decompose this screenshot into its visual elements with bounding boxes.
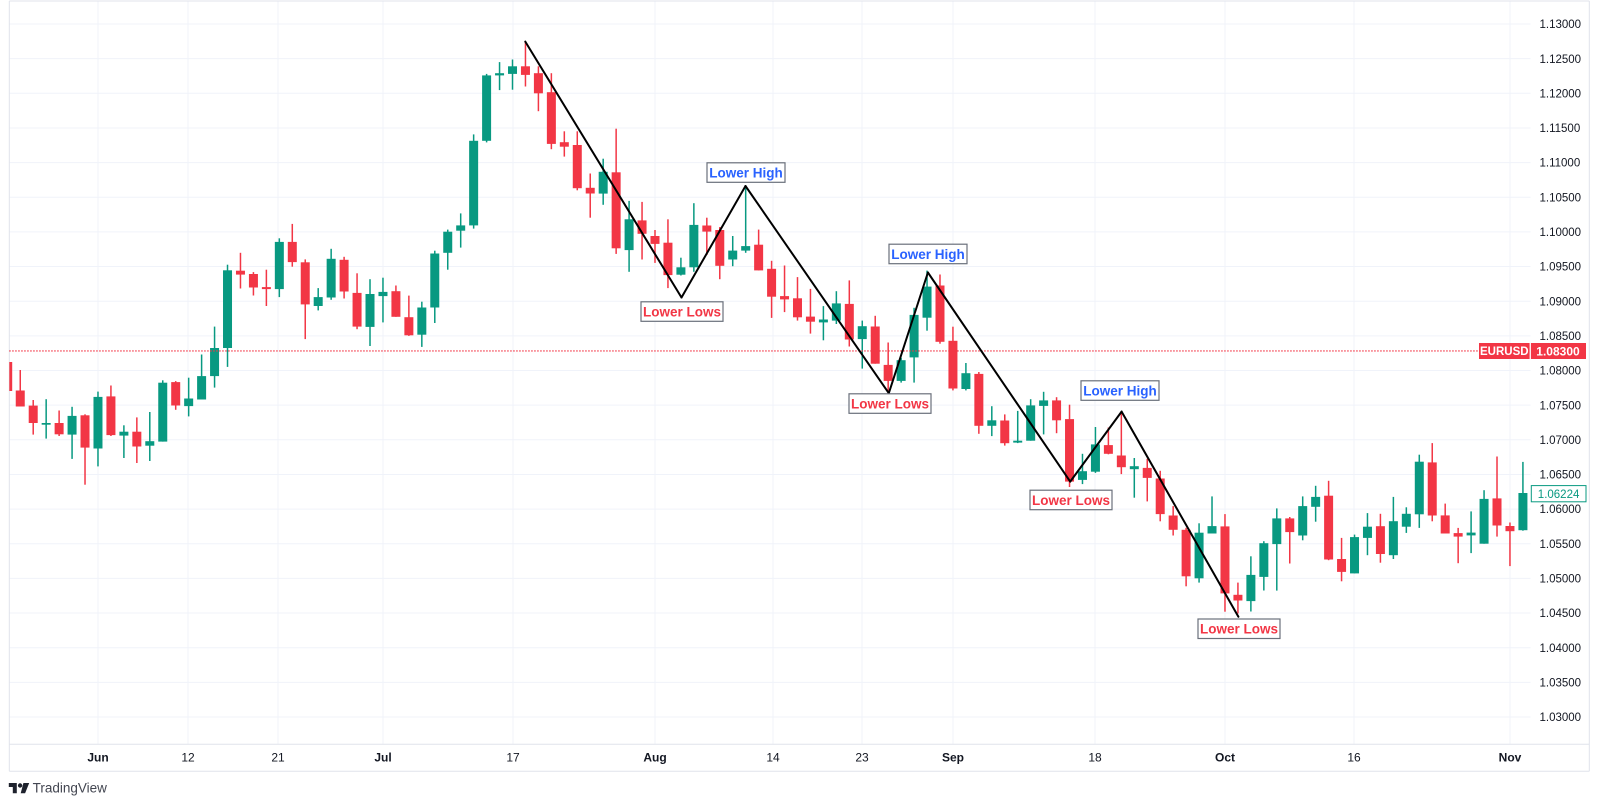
svg-text:Lower Lows: Lower Lows [1032, 493, 1110, 508]
svg-text:1.10500: 1.10500 [1540, 192, 1582, 204]
svg-text:1.08500: 1.08500 [1540, 331, 1582, 343]
svg-text:1.03000: 1.03000 [1540, 712, 1582, 724]
svg-text:1.08000: 1.08000 [1540, 366, 1582, 378]
svg-text:Oct: Oct [1215, 751, 1235, 765]
svg-text:1.09000: 1.09000 [1540, 296, 1582, 308]
svg-text:1.07500: 1.07500 [1540, 400, 1582, 412]
svg-text:Jun: Jun [87, 751, 108, 765]
svg-text:Sep: Sep [942, 751, 964, 765]
svg-text:1.04000: 1.04000 [1540, 643, 1582, 655]
svg-text:1.04500: 1.04500 [1540, 608, 1582, 620]
svg-text:1.06224: 1.06224 [1538, 489, 1580, 501]
svg-text:16: 16 [1347, 751, 1361, 765]
svg-text:1.12500: 1.12500 [1540, 54, 1582, 66]
svg-text:Nov: Nov [1499, 751, 1522, 765]
svg-text:1.11500: 1.11500 [1540, 123, 1581, 135]
svg-text:1.05500: 1.05500 [1540, 539, 1582, 551]
svg-text:Jul: Jul [374, 751, 391, 765]
svg-text:1.09500: 1.09500 [1540, 262, 1582, 274]
svg-text:14: 14 [766, 751, 780, 765]
svg-text:TradingView: TradingView [33, 780, 108, 795]
svg-text:1.11000: 1.11000 [1540, 158, 1581, 170]
svg-text:12: 12 [181, 751, 195, 765]
svg-text:Lower Lows: Lower Lows [851, 396, 929, 411]
svg-text:1.10000: 1.10000 [1540, 227, 1582, 239]
svg-text:Aug: Aug [643, 751, 666, 765]
svg-text:1.03500: 1.03500 [1540, 677, 1582, 689]
svg-text:1.07000: 1.07000 [1540, 435, 1582, 447]
svg-text:21: 21 [271, 751, 285, 765]
svg-text:1.06500: 1.06500 [1540, 470, 1582, 482]
svg-text:1.12000: 1.12000 [1540, 88, 1582, 100]
svg-text:1.05000: 1.05000 [1540, 574, 1582, 586]
svg-text:Lower High: Lower High [891, 247, 965, 262]
svg-text:Lower Lows: Lower Lows [643, 304, 721, 319]
svg-text:Lower High: Lower High [709, 165, 783, 180]
svg-text:1.08300: 1.08300 [1536, 344, 1580, 358]
svg-text:23: 23 [855, 751, 869, 765]
svg-text:18: 18 [1088, 751, 1102, 765]
svg-text:1.06000: 1.06000 [1540, 504, 1582, 516]
svg-text:1.13000: 1.13000 [1540, 19, 1582, 31]
svg-text:17: 17 [506, 751, 520, 765]
svg-text:EURUSD: EURUSD [1480, 346, 1529, 358]
svg-text:Lower Lows: Lower Lows [1200, 622, 1278, 637]
svg-text:Lower High: Lower High [1083, 383, 1157, 398]
